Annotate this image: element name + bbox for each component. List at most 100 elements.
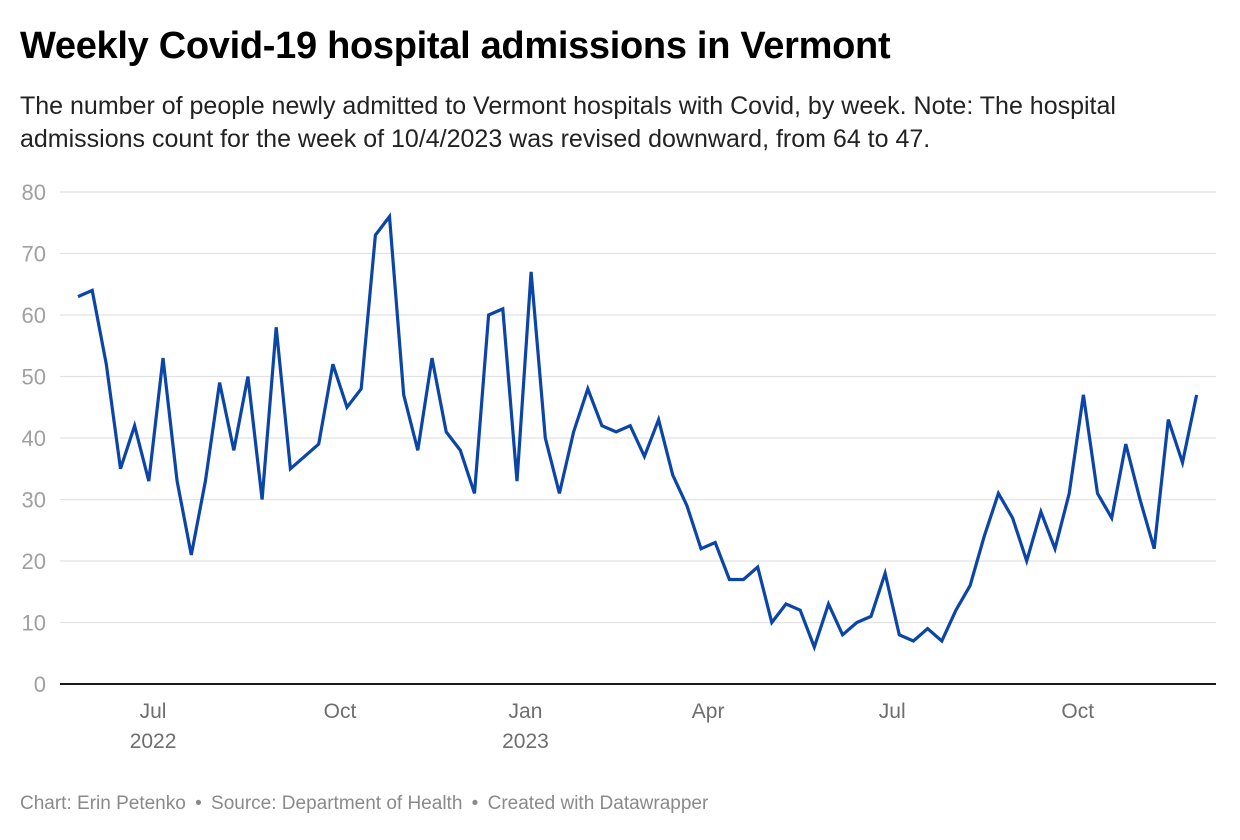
datawrapper-credit: Created with Datawrapper — [487, 793, 709, 814]
data-point — [969, 584, 972, 587]
data-point — [119, 467, 122, 470]
data-point — [91, 289, 94, 292]
y-tick-label: 0 — [34, 672, 46, 697]
data-point — [700, 547, 703, 550]
data-point — [402, 394, 405, 397]
data-point — [1068, 492, 1071, 495]
y-tick-label: 30 — [22, 488, 46, 513]
data-point — [799, 609, 802, 612]
data-point — [133, 424, 136, 427]
data-point — [303, 455, 306, 458]
data-point — [360, 387, 363, 390]
data-point — [643, 455, 646, 458]
data-point — [530, 271, 533, 274]
data-point — [501, 308, 504, 311]
y-tick-label: 60 — [22, 303, 46, 328]
data-point — [785, 603, 788, 606]
data-point — [601, 424, 604, 427]
data-point — [176, 480, 179, 483]
data-point — [1124, 443, 1127, 446]
data-point — [204, 480, 207, 483]
data-point — [147, 480, 150, 483]
x-tick-label: Oct — [324, 700, 357, 723]
data-point — [459, 449, 462, 452]
x-tick-label: Jul — [879, 700, 906, 723]
y-tick-label: 80 — [22, 180, 46, 205]
x-tick-year-label: 2023 — [502, 730, 549, 753]
data-point — [686, 504, 689, 507]
data-point — [841, 633, 844, 636]
data-point — [162, 357, 165, 360]
data-point — [190, 554, 193, 557]
data-point — [1040, 510, 1043, 513]
chart-title: Weekly Covid-19 hospital admissions in V… — [20, 25, 891, 67]
y-tick-label: 40 — [22, 426, 46, 451]
data-point — [827, 603, 830, 606]
source-credit: Source: Department of Health — [211, 793, 463, 814]
data-point — [1167, 418, 1170, 421]
data-point — [813, 646, 816, 649]
data-point — [898, 633, 901, 636]
data-point — [572, 431, 575, 434]
data-point — [1153, 547, 1156, 550]
series-group — [77, 212, 1199, 652]
data-point — [346, 406, 349, 409]
y-tick-label: 50 — [22, 365, 46, 390]
data-point — [742, 578, 745, 581]
data-point — [770, 621, 773, 624]
data-point — [558, 492, 561, 495]
data-point — [317, 443, 320, 446]
data-point — [1139, 498, 1142, 501]
data-point — [657, 418, 660, 421]
footer-separator: • — [471, 793, 479, 814]
data-point — [261, 498, 264, 501]
data-point — [374, 234, 377, 237]
data-point — [586, 387, 589, 390]
data-point — [629, 424, 632, 427]
data-point — [388, 215, 391, 218]
data-point — [416, 449, 419, 452]
data-point — [487, 314, 490, 317]
data-point — [289, 467, 292, 470]
data-point — [105, 363, 108, 366]
x-tick-label: Apr — [692, 700, 725, 723]
data-point — [218, 381, 221, 384]
y-tick-label: 20 — [22, 549, 46, 574]
chart-credit: Chart: Erin Petenko — [20, 793, 186, 814]
data-point — [275, 326, 278, 329]
data-point — [884, 572, 887, 575]
data-point — [714, 541, 717, 544]
data-point — [1195, 394, 1198, 397]
data-point — [756, 566, 759, 569]
x-tick-label: Jan — [509, 700, 543, 723]
data-point — [544, 437, 547, 440]
data-point — [1082, 394, 1085, 397]
data-point — [1054, 547, 1057, 550]
gridlines — [60, 191, 1216, 624]
data-point — [997, 492, 1000, 495]
data-point — [1011, 517, 1014, 520]
y-tick-label: 70 — [22, 242, 46, 267]
data-point — [473, 492, 476, 495]
data-point — [955, 609, 958, 612]
data-point — [247, 375, 250, 378]
data-point — [445, 431, 448, 434]
data-point — [728, 578, 731, 581]
y-tick-label: 10 — [22, 611, 46, 636]
series-line — [77, 212, 1199, 652]
data-point — [671, 474, 674, 477]
data-point — [77, 295, 80, 298]
data-point — [983, 535, 986, 538]
chart-subtitle: The number of people newly admitted to V… — [20, 92, 1116, 153]
data-point — [855, 621, 858, 624]
data-point — [332, 363, 335, 366]
data-point — [926, 627, 929, 630]
data-point — [912, 640, 915, 643]
x-tick-label: Oct — [1061, 700, 1094, 723]
data-point — [870, 615, 873, 618]
x-tick-year-label: 2022 — [130, 730, 177, 753]
data-point — [1110, 517, 1113, 520]
data-point — [615, 431, 618, 434]
data-point — [232, 449, 235, 452]
